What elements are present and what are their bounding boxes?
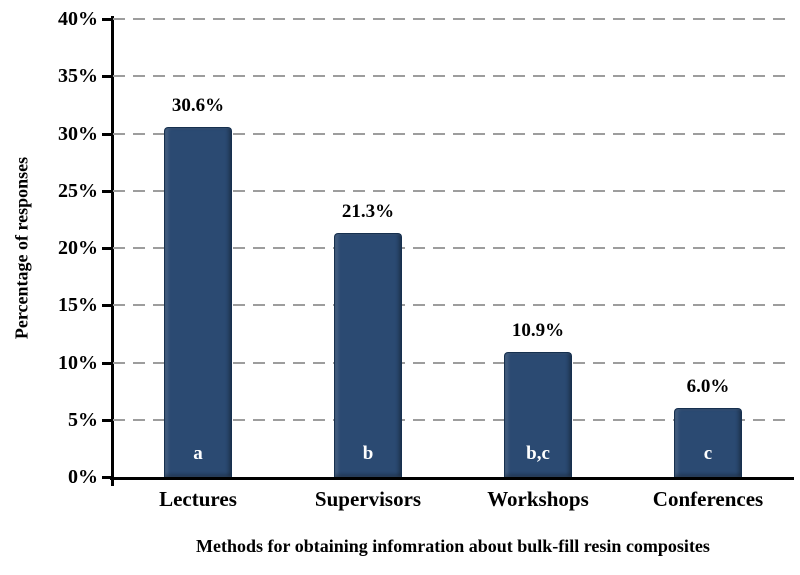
y-axis-line [111, 16, 114, 486]
x-category-label: Supervisors [314, 487, 422, 511]
bar-significance-letter: b [362, 443, 374, 464]
bar-value-label: 30.6% [171, 94, 225, 116]
bar-conferences: c [674, 408, 742, 477]
bar-significance-letter: c [703, 443, 713, 464]
y-tick-label: 10% [58, 351, 98, 374]
bar-lectures: a [164, 126, 232, 477]
bar-value-label: 10.9% [511, 320, 565, 342]
x-category-label: Conferences [652, 487, 764, 511]
bar-significance-letter: b,c [526, 443, 550, 464]
x-axis-line [110, 477, 794, 480]
y-tick-label: 35% [58, 65, 98, 88]
y-tick-label: 40% [58, 8, 98, 30]
gridline-30 [113, 132, 793, 135]
y-tick-mark [102, 189, 112, 193]
x-category-label: Workshops [487, 487, 589, 511]
y-tick-mark [102, 361, 112, 365]
y-tick-mark [102, 18, 112, 21]
gridline-10 [113, 361, 793, 364]
y-tick-mark [102, 304, 112, 308]
gridline-25 [113, 189, 793, 192]
y-tick-mark [102, 75, 112, 79]
y-tick-label: 5% [68, 408, 98, 431]
bar-significance-letter: a [193, 443, 203, 464]
y-tick-label: 0% [68, 466, 98, 488]
bar-supervisors: b [334, 233, 402, 477]
y-tick-label: 20% [58, 237, 98, 259]
plot-area: a 30.6% b 21.3% b,c 10.9% c 6.0% [113, 18, 793, 477]
x-category-label: Lectures [159, 487, 237, 511]
y-tick-mark [102, 418, 112, 422]
x-axis-title: Methods for obtaining infomration about … [196, 536, 710, 556]
y-tick-mark [102, 476, 112, 479]
gridline-40 [113, 18, 793, 20]
y-tick-mark [102, 132, 112, 136]
gridline-35 [113, 75, 793, 78]
gridline-15 [113, 304, 793, 307]
bar-value-label: 6.0% [686, 376, 730, 398]
bar-workshops: b,c [504, 352, 572, 477]
gridline-5 [113, 418, 793, 421]
gridline-20 [113, 247, 793, 249]
y-tick-label: 25% [58, 179, 98, 202]
y-tick-label: 15% [58, 294, 98, 317]
bar-value-label: 21.3% [341, 201, 395, 223]
y-tick-label: 30% [58, 122, 98, 145]
y-tick-mark [102, 247, 112, 250]
